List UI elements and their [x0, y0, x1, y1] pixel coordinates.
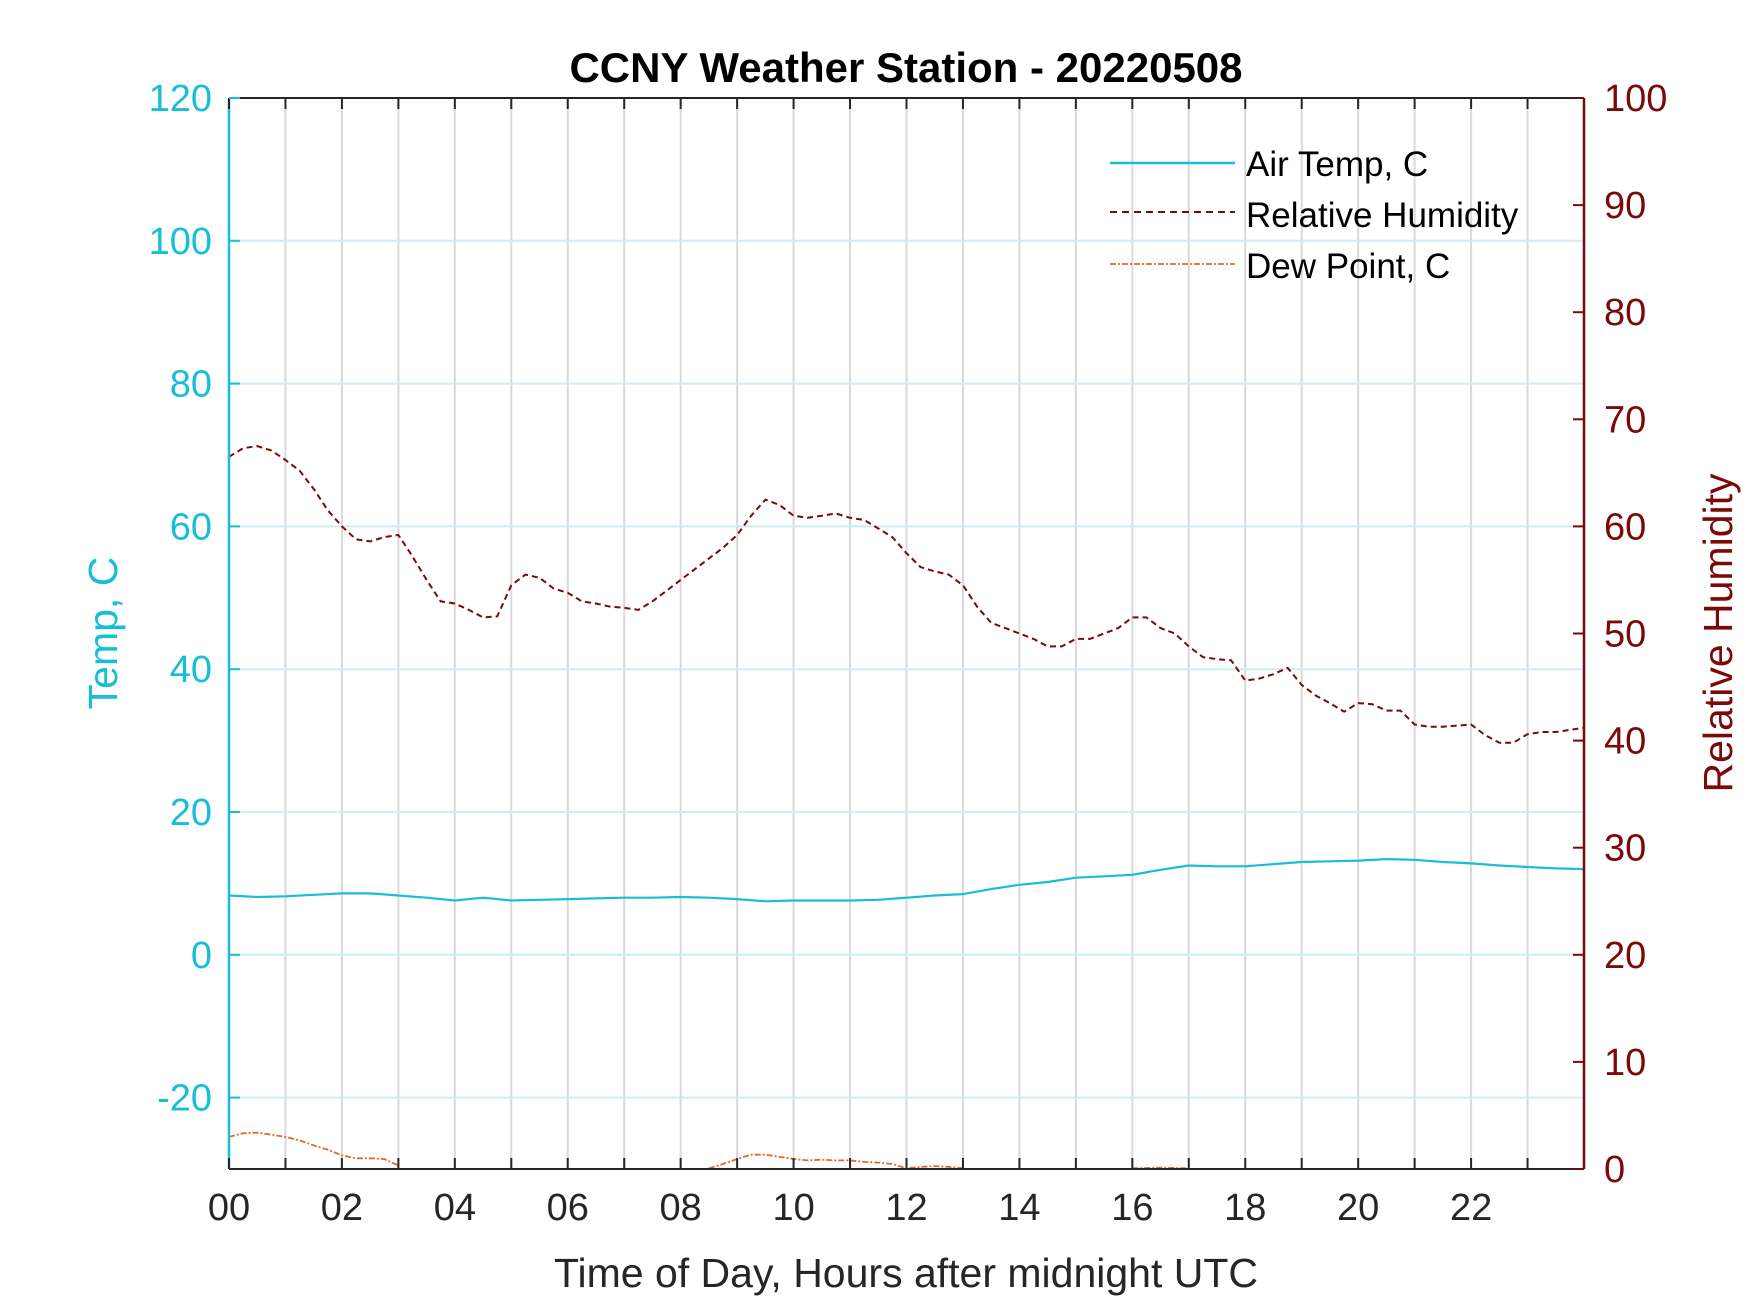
x-axis-label: Time of Day, Hours after midnight UTC: [554, 1250, 1258, 1296]
y-right-tick-label: 20: [1604, 935, 1646, 977]
y-right-tick-label: 70: [1604, 399, 1646, 441]
x-tick-label: 10: [772, 1187, 814, 1229]
y-right-tick-label: 90: [1604, 185, 1646, 227]
y-right-tick-label: 40: [1604, 721, 1646, 763]
y-left-tick-label: 40: [170, 649, 212, 691]
x-tick-label: 20: [1337, 1187, 1379, 1229]
x-tick-label: 16: [1111, 1187, 1153, 1229]
y-left-tick-label: 100: [149, 221, 212, 263]
x-tick-label: 18: [1224, 1187, 1266, 1229]
axis-ticks: 00 02 04 06 08 10 12 14 16 18 20 22-200204060801001…: [149, 78, 1668, 1229]
y-right-tick-label: 50: [1604, 614, 1646, 656]
x-tick-label: 06: [547, 1187, 589, 1229]
y-left-tick-label: 20: [170, 792, 212, 834]
x-tick-label: 08: [660, 1187, 702, 1229]
y-left-tick-label: 80: [170, 364, 212, 406]
y-right-tick-label: 10: [1604, 1042, 1646, 1084]
left-y-axis-label: Temp, C: [80, 557, 126, 710]
y-left-tick-label: -20: [157, 1078, 212, 1120]
series-line-air-temp: [229, 858, 1584, 903]
right-y-axis-label: Relative Humidity: [1695, 473, 1741, 792]
series-line-dew-point: [229, 1131, 399, 1167]
data-series: [229, 445, 1584, 1169]
y-right-tick-label: 30: [1604, 828, 1646, 870]
y-right-tick-label: 100: [1604, 78, 1667, 120]
y-left-tick-label: 60: [170, 506, 212, 548]
y-right-tick-label: 60: [1604, 506, 1646, 548]
chart-title: CCNY Weather Station - 20220508: [569, 44, 1242, 91]
y-left-tick-label: 120: [149, 78, 212, 120]
legend-label-air-temp: Air Temp, C: [1246, 145, 1428, 184]
plot-area: [229, 445, 1584, 1169]
series-line-dew-point: [708, 1153, 964, 1169]
y-right-tick-label: 0: [1604, 1149, 1625, 1191]
series-line-relative-humidity: [229, 445, 1584, 744]
y-right-tick-label: 80: [1604, 292, 1646, 334]
grid-lines: [229, 98, 1584, 1169]
x-tick-label: 00: [208, 1187, 250, 1229]
y-left-tick-label: 0: [191, 935, 212, 977]
legend: Air Temp, C Relative Humidity Dew Point,…: [1110, 145, 1519, 286]
x-tick-label: 14: [998, 1187, 1040, 1229]
x-tick-label: 02: [321, 1187, 363, 1229]
legend-label-relative-humidity: Relative Humidity: [1246, 196, 1519, 235]
x-tick-label: 04: [434, 1187, 476, 1229]
legend-label-dew-point: Dew Point, C: [1246, 247, 1450, 286]
x-tick-label: 22: [1450, 1187, 1492, 1229]
x-tick-label: 12: [885, 1187, 927, 1229]
